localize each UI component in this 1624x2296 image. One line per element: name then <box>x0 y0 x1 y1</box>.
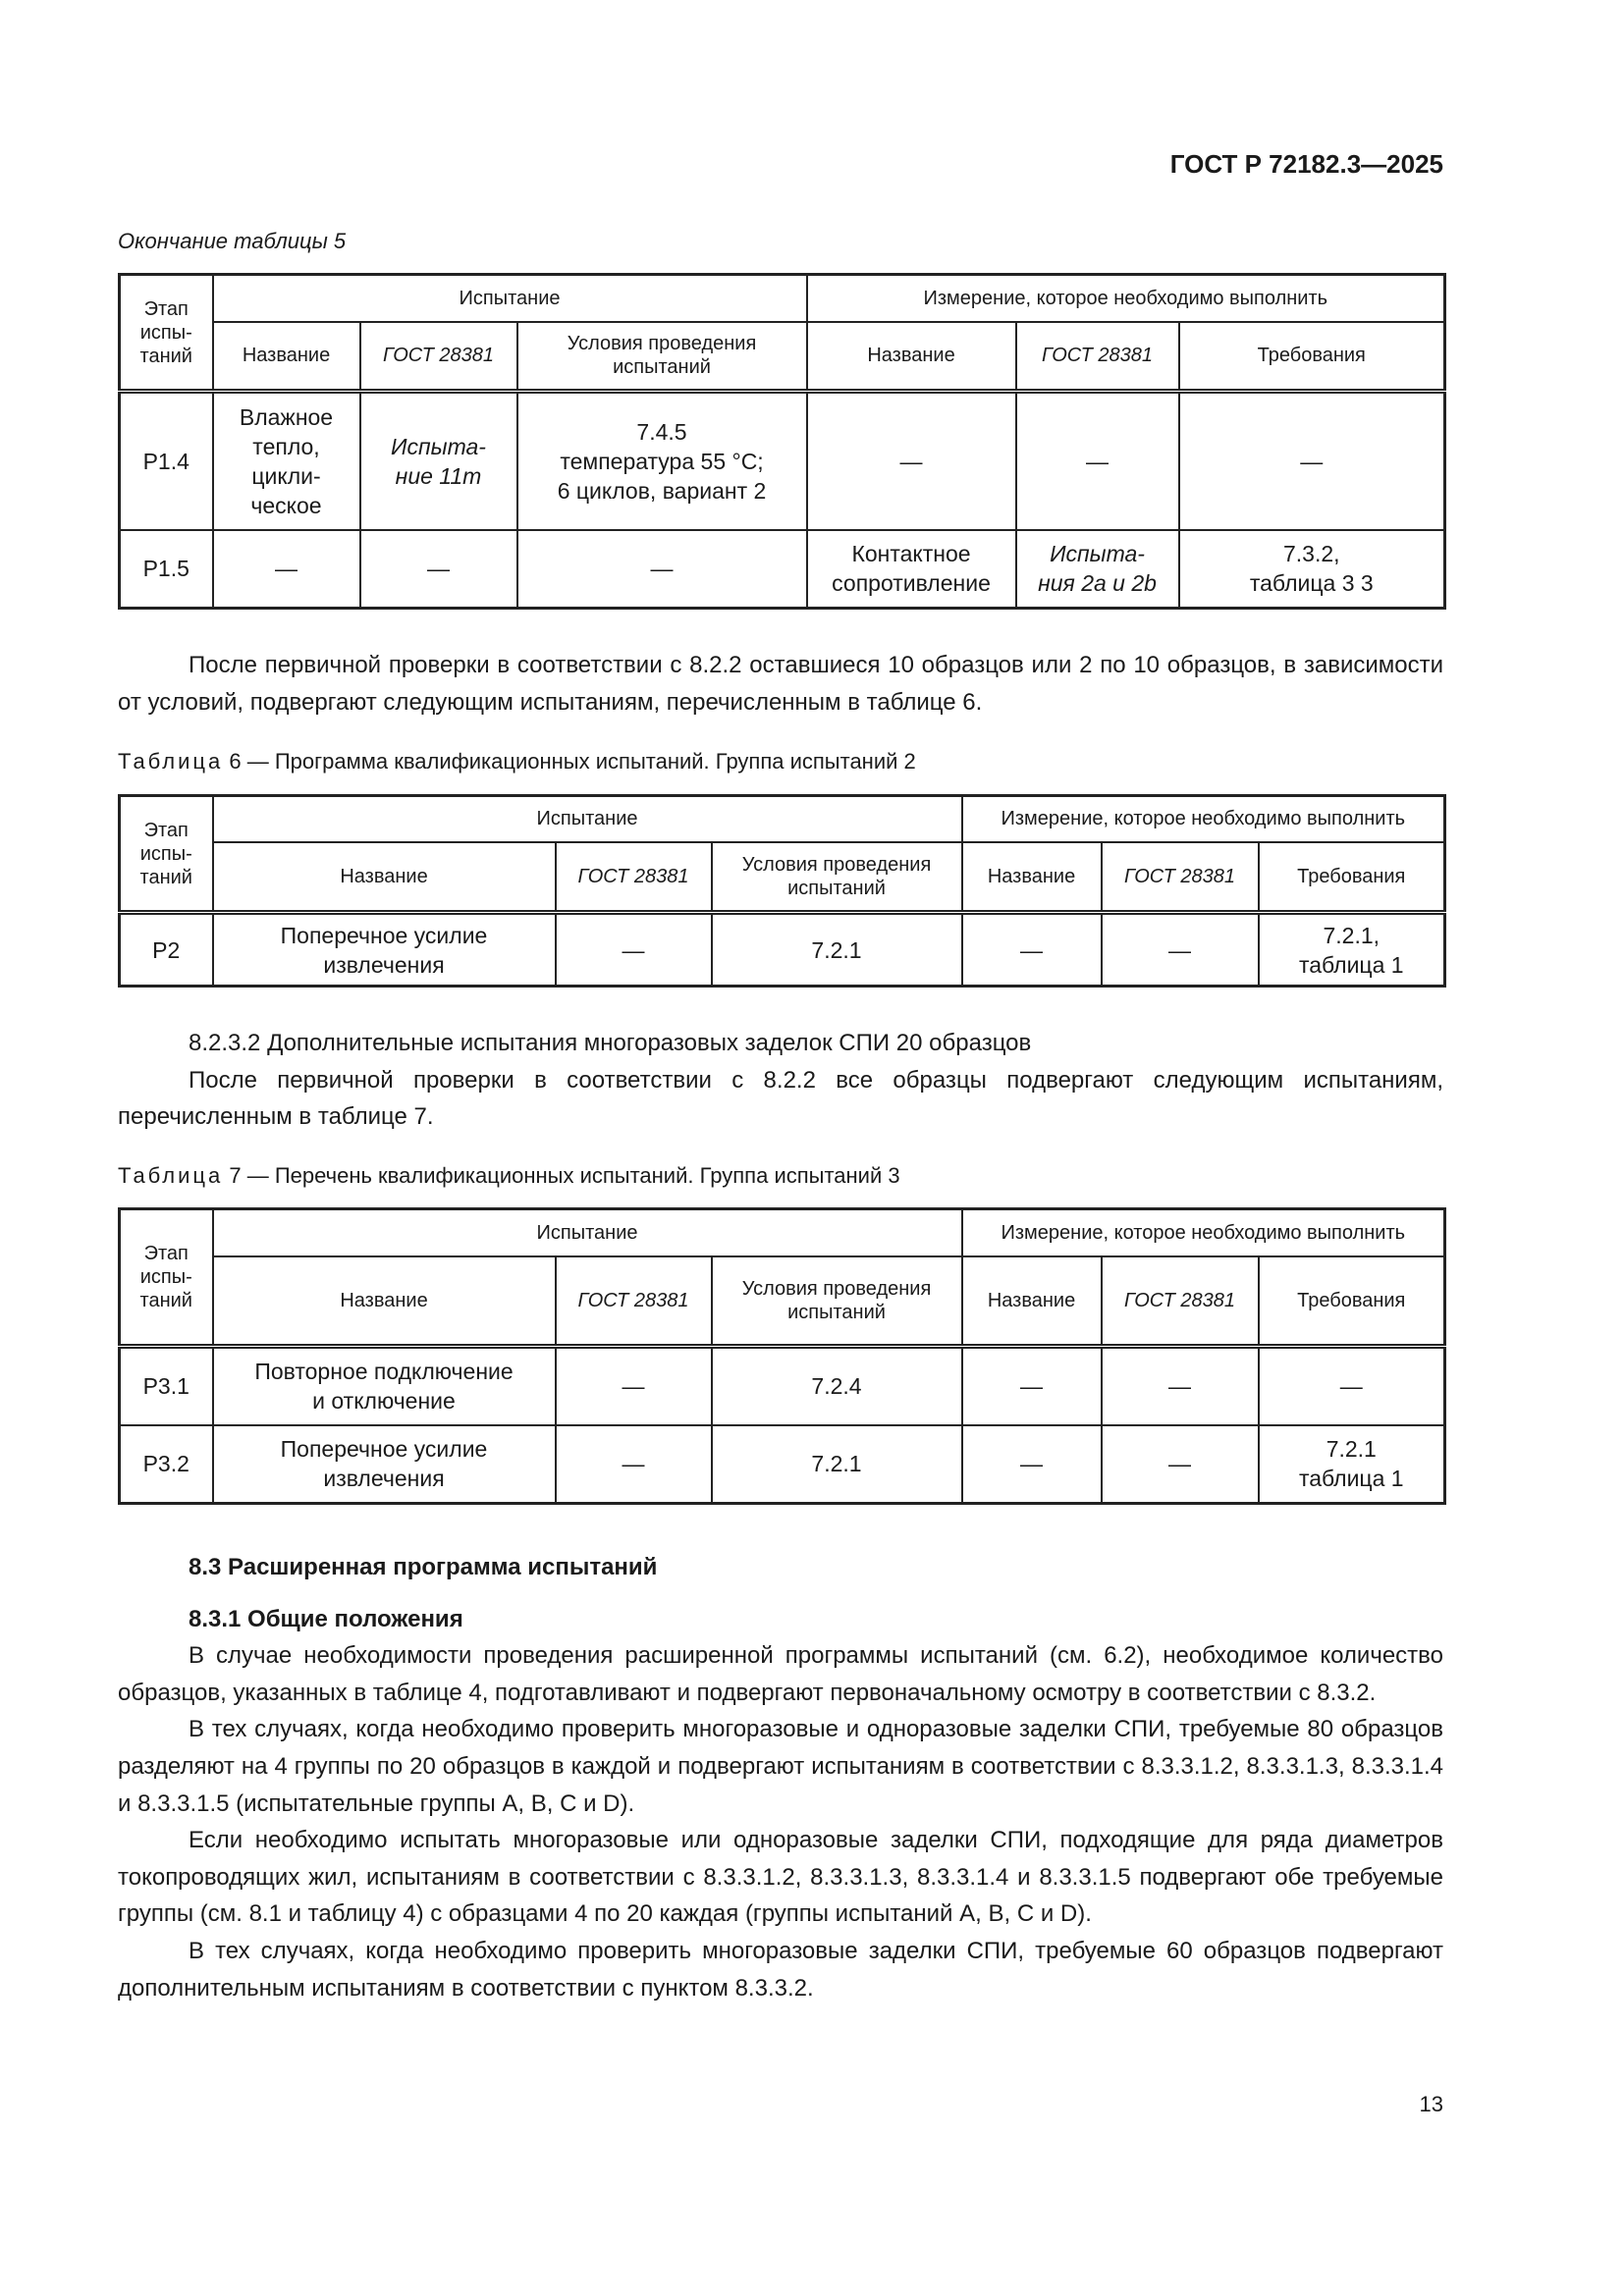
table-row: Р3.2 Поперечное усилие извлечения —7.2.1— —… <box>118 1423 1446 1505</box>
table-row: Р2 Поперечное усилие извлечения —7.2.1— —7.… <box>118 911 1446 988</box>
table-cell: — <box>1100 1423 1260 1505</box>
paragraph: Если необходимо испытать многоразовые ил… <box>118 1827 1443 1928</box>
table-cell: 7.2.1 <box>710 911 963 988</box>
table5-caption: Окончание таблицы 5 <box>118 229 347 253</box>
column-header: Требования <box>1257 1255 1446 1349</box>
column-header: ГОСТ 28381 <box>1014 320 1180 394</box>
column-header: Название <box>960 840 1103 915</box>
table-row: Р1.4 Влажное тепло, цикли- ческое Испыта- … <box>118 390 1446 531</box>
paragraph: После первичной проверки в соответствии … <box>118 652 1443 716</box>
group-header-measure: Измерение, которое необходимо выполнить <box>960 794 1446 843</box>
table-cell: 7.4.5 температура 55 °С; 6 циклов, вариа… <box>515 390 808 531</box>
table-row: Р3.1 Повторное подключение и отключение —7… <box>118 1345 1446 1426</box>
table-cell: 7.2.1, таблица 1 <box>1257 911 1446 988</box>
section-8-3: 8.3 Расширенная программа испытаний 8.3.… <box>118 1549 1443 2006</box>
table-cell: 7.3.2, таблица 3 3 <box>1177 528 1446 610</box>
table-cell: Поперечное усилие извлечения <box>211 1423 557 1505</box>
group-header-test: Испытание <box>211 273 808 323</box>
table-cell: 7.2.1 таблица 1 <box>1257 1423 1446 1505</box>
table-6: Этап испы- таний Испытание Измерение, кото… <box>118 794 1447 988</box>
table-cell: — <box>1257 1345 1446 1426</box>
column-header: Название <box>960 1255 1103 1349</box>
caption-text: 7 — Перечень квалификационных испытаний.… <box>229 1163 900 1188</box>
column-header: Требования <box>1257 840 1446 915</box>
table-cell: Р1.5 <box>118 528 214 610</box>
column-header: Условия проведения испытаний <box>515 320 808 394</box>
group-header-test: Испытание <box>211 794 963 843</box>
stage-header: Этап испы- таний <box>118 794 214 915</box>
column-header: ГОСТ 28381 <box>554 1255 713 1349</box>
paragraph: В тех случаях, когда необходимо проверит… <box>118 1716 1443 1817</box>
paragraph: В случае необходимости проведения расшир… <box>118 1642 1443 1706</box>
table6-caption: Таблица 6 — Программа квалификационных и… <box>118 749 916 774</box>
group-header-measure: Измерение, которое необходимо выполнить <box>805 273 1446 323</box>
table-cell: Испыта- ния 2a и 2b <box>1014 528 1180 610</box>
group-header-test: Испытание <box>211 1207 963 1257</box>
table-cell: Р3.1 <box>118 1345 214 1426</box>
column-header: Требования <box>1177 320 1446 394</box>
table-cell: — <box>960 911 1103 988</box>
column-header: ГОСТ 28381 <box>358 320 518 394</box>
table-5: Этап испы- таний Испытание Измерение, кото… <box>118 273 1447 610</box>
table-cell: — <box>960 1345 1103 1426</box>
section-title: 8.2.3.2 Дополнительные испытания многора… <box>189 1030 1032 1056</box>
table-cell: Р1.4 <box>118 390 214 531</box>
table7-caption: Таблица 7 — Перечень квалификационных ис… <box>118 1163 900 1189</box>
section-heading: 8.3 Расширенная программа испытаний <box>189 1554 658 1580</box>
table-cell: — <box>358 528 518 610</box>
table-cell: 7.2.4 <box>710 1345 963 1426</box>
caption-text: 6 — Программа квалификационных испытаний… <box>229 749 916 774</box>
caption-label: Таблица <box>118 1163 224 1188</box>
paragraph: В тех случаях, когда необходимо проверит… <box>118 1937 1443 2002</box>
table-cell: — <box>554 1345 713 1426</box>
table-cell: — <box>960 1423 1103 1505</box>
table-cell: Р3.2 <box>118 1423 214 1505</box>
table-cell: — <box>211 528 361 610</box>
column-header: ГОСТ 28381 <box>554 840 713 915</box>
section-8-2-3-2: 8.2.3.2 Дополнительные испытания многора… <box>118 1025 1443 1136</box>
paragraph: После первичной проверки в соответствии … <box>118 1066 1443 1131</box>
caption-label: Таблица <box>118 749 224 774</box>
table-cell: — <box>1177 390 1446 531</box>
column-header: Название <box>211 840 557 915</box>
table-cell: — <box>805 390 1017 531</box>
column-header: ГОСТ 28381 <box>1100 840 1260 915</box>
column-header: ГОСТ 28381 <box>1100 1255 1260 1349</box>
table-cell: — <box>1100 1345 1260 1426</box>
stage-header: Этап испы- таний <box>118 273 214 394</box>
column-header: Название <box>805 320 1017 394</box>
table-cell: Испыта- ние 11m <box>358 390 518 531</box>
table-cell: Контактное сопротивление <box>805 528 1017 610</box>
subsection-heading: 8.3.1 Общие положения <box>189 1605 463 1632</box>
stage-header: Этап испы- таний <box>118 1207 214 1349</box>
table-cell: Влажное тепло, цикли- ческое <box>211 390 361 531</box>
table-row: Р1.5— — — Контактное сопротивление Испыта- н… <box>118 528 1446 610</box>
column-header: Условия проведения испытаний <box>710 840 963 915</box>
table-cell: — <box>554 911 713 988</box>
table-7: Этап испы- таний Испытание Измерение, кото… <box>118 1207 1447 1505</box>
table-cell: — <box>1100 911 1260 988</box>
table-cell: — <box>1014 390 1180 531</box>
table-cell: Повторное подключение и отключение <box>211 1345 557 1426</box>
column-header: Название <box>211 1255 557 1349</box>
page-number: 13 <box>1419 2092 1443 2116</box>
table-cell: — <box>554 1423 713 1505</box>
table-cell: — <box>515 528 808 610</box>
column-header: Условия проведения испытаний <box>710 1255 963 1349</box>
document-code: ГОСТ Р 72182.3—2025 <box>1169 149 1443 179</box>
group-header-measure: Измерение, которое необходимо выполнить <box>960 1207 1446 1257</box>
table-cell: Поперечное усилие извлечения <box>211 911 557 988</box>
column-header: Название <box>211 320 361 394</box>
table-cell: 7.2.1 <box>710 1423 963 1505</box>
table-cell: Р2 <box>118 911 214 988</box>
